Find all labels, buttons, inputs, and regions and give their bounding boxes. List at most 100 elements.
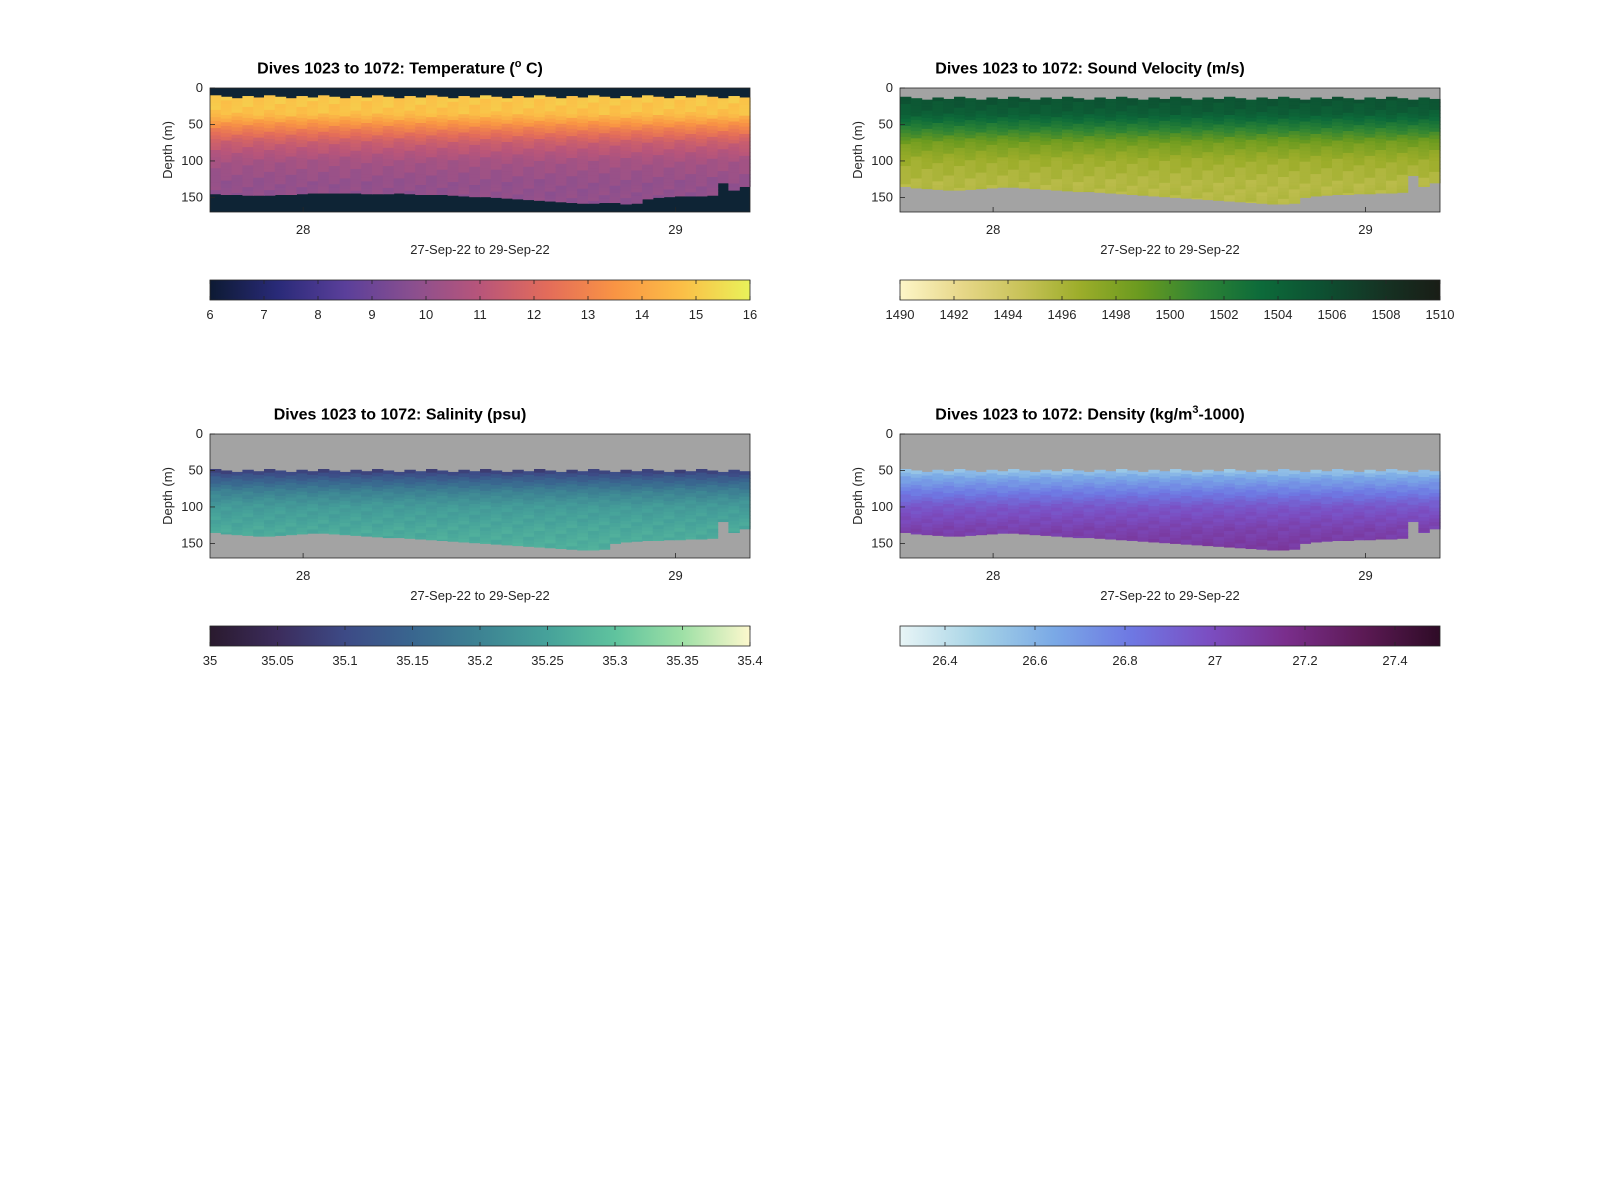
data-cell [642, 142, 654, 147]
data-cell [382, 180, 395, 185]
data-cell [642, 102, 654, 107]
data-cell [1375, 511, 1387, 516]
data-cell [1040, 480, 1052, 485]
colorbar-tick-label: 9 [368, 307, 375, 322]
data-cell [480, 479, 492, 485]
data-cell [1105, 131, 1117, 136]
data-cell [1299, 139, 1311, 144]
data-cell [577, 170, 589, 175]
data-cell [685, 511, 697, 516]
data-cell [544, 147, 557, 152]
data-cell [382, 510, 395, 515]
data-cell [663, 171, 675, 176]
data-cell [1429, 157, 1441, 162]
data-cell [512, 99, 524, 104]
data-cell [663, 152, 675, 158]
data-cell [490, 474, 503, 479]
data-cell [1342, 105, 1355, 110]
data-cell [220, 191, 233, 195]
data-cell [706, 158, 719, 163]
data-cell [296, 484, 308, 489]
data-cell [458, 535, 470, 540]
dive-column [393, 471, 405, 539]
data-cell [1148, 531, 1160, 536]
data-cell [458, 139, 470, 144]
data-cell [382, 169, 395, 174]
data-cell [555, 497, 567, 502]
data-cell [1245, 117, 1257, 123]
data-cell [1213, 171, 1225, 177]
data-cell [1353, 515, 1365, 520]
data-cell [534, 523, 546, 528]
data-cell [1267, 113, 1279, 118]
data-cell [706, 118, 719, 123]
data-cell [512, 484, 524, 489]
data-cell [910, 134, 923, 139]
data-cell [696, 168, 708, 173]
data-cell [512, 194, 524, 199]
data-cell [501, 109, 513, 114]
data-cell [447, 497, 459, 502]
data-cell [1234, 141, 1247, 147]
dive-column [480, 95, 492, 198]
data-cell [393, 116, 405, 121]
data-cell [566, 132, 578, 137]
data-cell [1364, 502, 1376, 507]
data-cell [986, 495, 998, 500]
data-cell [436, 155, 449, 160]
data-cell [253, 493, 265, 498]
data-cell [696, 142, 708, 147]
data-cell [264, 157, 276, 162]
data-cell [642, 164, 654, 169]
data-cell [609, 178, 621, 183]
data-cell [642, 171, 654, 177]
data-cell [1364, 520, 1376, 525]
data-cell [1159, 157, 1171, 162]
data-cell [921, 114, 933, 119]
data-cell [631, 115, 643, 120]
data-cell [652, 133, 665, 138]
data-cell [620, 495, 632, 500]
data-cell [1418, 174, 1430, 179]
data-cell [544, 187, 557, 193]
data-cell [577, 493, 589, 498]
data-cell [274, 107, 287, 112]
data-cell [674, 183, 686, 188]
data-cell [415, 485, 427, 490]
data-cell [717, 105, 729, 110]
data-cell [620, 183, 632, 188]
data-cell [1267, 190, 1279, 195]
data-cell [447, 501, 459, 506]
data-cell [598, 470, 611, 475]
data-cell [986, 166, 998, 171]
data-cell [296, 179, 308, 185]
data-cell [975, 522, 987, 528]
data-cell [242, 187, 254, 192]
data-cell [382, 173, 395, 178]
data-cell [555, 178, 567, 183]
data-cell [350, 498, 362, 504]
data-cell [1029, 165, 1041, 170]
data-cell [706, 111, 719, 116]
data-cell [458, 168, 470, 174]
data-cell [1148, 163, 1160, 168]
data-cell [1310, 170, 1322, 175]
data-cell [339, 533, 351, 536]
data-cell [393, 182, 405, 187]
data-cell [1267, 109, 1279, 115]
data-cell [1429, 518, 1441, 523]
y-tick-label: 100 [181, 153, 203, 168]
data-cell [210, 527, 222, 532]
data-cell [1202, 491, 1214, 496]
data-cell [231, 105, 243, 110]
data-cell [1224, 512, 1236, 517]
data-cell [910, 160, 923, 165]
data-cell [975, 165, 987, 170]
data-cell [1256, 104, 1268, 109]
dive-column [728, 96, 740, 191]
data-cell [1126, 193, 1139, 195]
data-cell [652, 499, 665, 504]
data-cell [285, 482, 297, 488]
data-cell [458, 183, 470, 188]
data-cell [642, 487, 654, 492]
